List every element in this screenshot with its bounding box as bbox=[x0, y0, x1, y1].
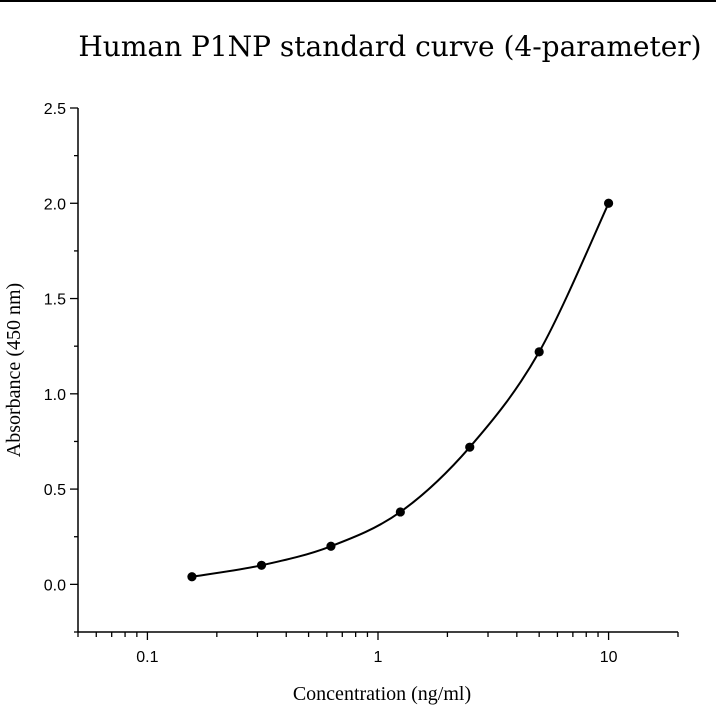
x-tick-label: 10 bbox=[600, 649, 618, 666]
data-point bbox=[534, 347, 544, 357]
x-axis-label: Concentration (ng/ml) bbox=[293, 683, 471, 705]
y-tick-label: 1.0 bbox=[44, 387, 66, 404]
data-point bbox=[256, 560, 267, 570]
ticks bbox=[70, 107, 679, 640]
axes bbox=[77, 108, 678, 633]
data-points bbox=[187, 198, 614, 582]
x-tick-label: 0.1 bbox=[136, 649, 158, 666]
data-point bbox=[187, 572, 197, 582]
chart-title: Human P1NP standard curve (4-parameter) bbox=[78, 30, 701, 63]
y-tick-label: 0.0 bbox=[44, 577, 66, 594]
x-tick-label: 1 bbox=[374, 649, 383, 666]
fit-curve bbox=[191, 202, 610, 578]
data-point bbox=[326, 541, 336, 551]
y-tick-label: 2.5 bbox=[44, 101, 66, 118]
y-tick-label: 0.5 bbox=[44, 482, 66, 499]
tick-labels: 0.0 0.5 1.0 1.5 2.0 2.5 0.1 1 10 bbox=[44, 101, 618, 666]
top-border-line bbox=[0, 0, 716, 2]
data-point bbox=[465, 442, 475, 452]
y-tick-label: 1.5 bbox=[44, 292, 66, 309]
y-axis-label: Absorbance (450 nm) bbox=[3, 283, 25, 457]
data-point bbox=[603, 198, 614, 208]
data-point bbox=[395, 507, 405, 517]
y-tick-label: 2.0 bbox=[44, 196, 66, 213]
